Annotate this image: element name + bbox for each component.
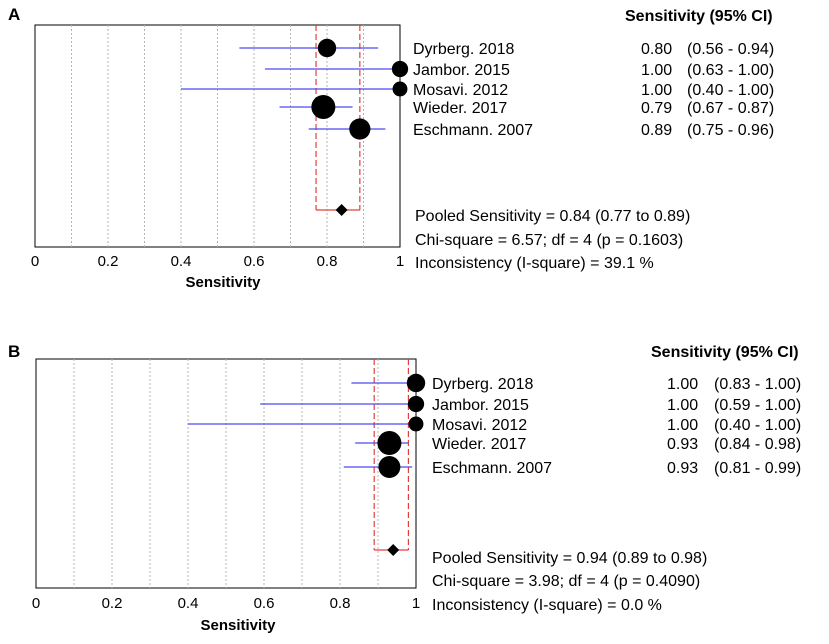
- column-header: Sensitivity (95% CI): [625, 8, 773, 25]
- summary-line: Inconsistency (I-square) = 39.1 %: [415, 255, 654, 272]
- study-point-marker: [377, 431, 402, 455]
- study-ci: (0.59 - 1.00): [714, 397, 801, 414]
- study-point-marker: [317, 38, 337, 58]
- x-tick-label: 0: [32, 595, 40, 612]
- study-ci: (0.40 - 1.00): [687, 82, 774, 99]
- study-estimate: 0.93: [667, 460, 698, 477]
- study-estimate: 0.93: [667, 436, 698, 453]
- summary-line: Inconsistency (I-square) = 0.0 %: [432, 597, 662, 614]
- x-axis-label: Sensitivity: [200, 617, 276, 634]
- study-estimate: 1.00: [667, 417, 698, 434]
- pooled-diamond-marker: [387, 544, 400, 556]
- study-ci: (0.83 - 1.00): [714, 376, 801, 393]
- panel-label: B: [8, 342, 20, 361]
- study-estimate: 1.00: [641, 82, 672, 99]
- x-axis-label: Sensitivity: [185, 274, 261, 291]
- study-point-marker: [407, 395, 425, 413]
- study-point-marker: [349, 118, 371, 140]
- study-ci: (0.81 - 0.99): [714, 460, 801, 477]
- plot-frame: [35, 358, 417, 589]
- x-tick-label: 0.2: [98, 253, 119, 270]
- x-tick-label: 0.8: [330, 595, 351, 612]
- study-estimate: 0.80: [641, 41, 672, 58]
- study-name: Wieder. 2017: [413, 100, 507, 117]
- study-estimate: 0.79: [641, 100, 672, 117]
- study-name: Wieder. 2017: [432, 436, 526, 453]
- study-ci: (0.84 - 0.98): [714, 436, 801, 453]
- summary-line: Pooled Sensitivity = 0.84 (0.77 to 0.89): [415, 208, 690, 225]
- study-name: Dyrberg. 2018: [413, 41, 514, 58]
- study-estimate: 1.00: [667, 376, 698, 393]
- study-name: Jambor. 2015: [413, 62, 510, 79]
- study-ci: (0.40 - 1.00): [714, 417, 801, 434]
- x-tick-label: 0.4: [171, 253, 192, 270]
- study-ci: (0.67 - 0.87): [687, 100, 774, 117]
- study-point-marker: [391, 60, 409, 78]
- x-tick-label: 0.6: [244, 253, 265, 270]
- study-point-marker: [378, 456, 401, 478]
- study-point-marker: [408, 416, 424, 432]
- study-name: Dyrberg. 2018: [432, 376, 533, 393]
- study-point-marker: [311, 95, 336, 119]
- column-header: Sensitivity (95% CI): [651, 344, 799, 361]
- x-tick-label: 0.4: [178, 595, 199, 612]
- study-point-marker: [392, 81, 408, 97]
- study-estimate: 0.89: [641, 122, 672, 139]
- forest-panel-b: B Dyrberg. 2018 1.00 (0.83 - 1.00) Jambor. 2…: [8, 342, 801, 634]
- summary-line: Chi-square = 6.57; df = 4 (p = 0.1603): [415, 232, 683, 249]
- pooled-diamond-marker: [335, 204, 348, 216]
- study-name: Jambor. 2015: [432, 397, 529, 414]
- x-tick-label: 0.2: [102, 595, 123, 612]
- study-name: Mosavi. 2012: [413, 82, 508, 99]
- panel-label: A: [8, 5, 20, 24]
- study-name: Mosavi. 2012: [432, 417, 527, 434]
- x-tick-label: 0.6: [254, 595, 275, 612]
- study-ci: (0.63 - 1.00): [687, 62, 774, 79]
- x-tick-label: 1: [396, 253, 404, 270]
- x-tick-label: 0: [31, 253, 39, 270]
- study-estimate: 1.00: [641, 62, 672, 79]
- study-name: Eschmann. 2007: [413, 122, 533, 139]
- summary-line: Chi-square = 3.98; df = 4 (p = 0.4090): [432, 573, 700, 590]
- study-point-marker: [406, 373, 426, 393]
- x-tick-label: 0.8: [317, 253, 338, 270]
- study-name: Eschmann. 2007: [432, 460, 552, 477]
- study-ci: (0.75 - 0.96): [687, 122, 774, 139]
- study-ci: (0.56 - 0.94): [687, 41, 774, 58]
- summary-line: Pooled Sensitivity = 0.94 (0.89 to 0.98): [432, 550, 707, 567]
- x-tick-label: 1: [412, 595, 420, 612]
- study-estimate: 1.00: [667, 397, 698, 414]
